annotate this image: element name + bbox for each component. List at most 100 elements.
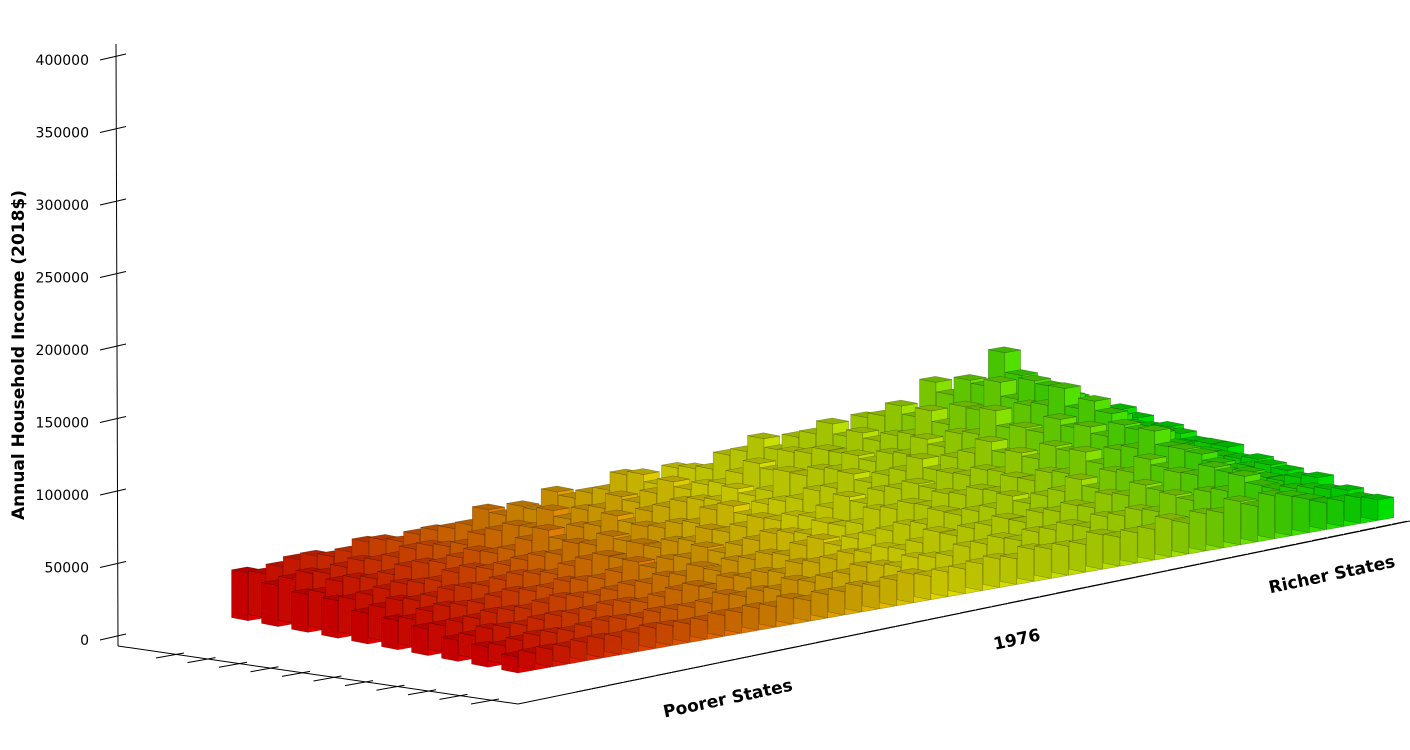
bar-side (1000, 555, 1018, 585)
bar-top (1133, 453, 1167, 460)
bar-top (1039, 440, 1072, 447)
bar-top (1254, 458, 1287, 466)
bar-side (724, 609, 742, 634)
state-tick (623, 678, 640, 683)
bar-top (1078, 395, 1111, 402)
bar-side (845, 582, 863, 613)
bar-top (605, 490, 638, 497)
bar-side (471, 643, 489, 668)
state-tick (991, 602, 1008, 607)
bar-side (1189, 510, 1207, 552)
bar-top (1198, 461, 1231, 468)
bar-side (441, 636, 459, 662)
bar-top (1159, 489, 1192, 496)
bar-top (885, 399, 918, 407)
x-axis-label-middle: 1976 (992, 625, 1042, 654)
bar-top (657, 475, 690, 483)
bar-side (1137, 526, 1155, 561)
y-tick (99, 198, 127, 206)
bar-side (1361, 496, 1379, 521)
bar-top (975, 435, 1008, 443)
state-tick (1135, 573, 1152, 578)
bar-side (1103, 533, 1121, 567)
state-tick (911, 619, 928, 624)
y-tick (99, 271, 127, 278)
bar-side (1051, 542, 1069, 576)
state-tick (1039, 593, 1056, 598)
y-tick (99, 488, 127, 496)
bar-side (321, 597, 339, 639)
bar-top (1331, 484, 1364, 491)
bar-side (1292, 495, 1310, 534)
state-tick (767, 649, 784, 654)
bar-side (570, 639, 588, 662)
bar-top (596, 530, 630, 537)
bar-top (686, 560, 720, 568)
bar-side (261, 582, 279, 627)
bar-top (622, 555, 655, 563)
bar-top (743, 457, 776, 464)
state-tick (1359, 527, 1376, 532)
bar-top (1168, 443, 1201, 450)
y-tick (99, 416, 127, 423)
depth-tick (218, 661, 248, 668)
bar-top (919, 376, 952, 383)
bar-side (776, 595, 794, 625)
state-tick (895, 622, 912, 627)
depth-tick (470, 698, 500, 705)
y-tick (99, 53, 127, 61)
bar-top (1043, 413, 1077, 420)
bar-side (535, 646, 553, 668)
state-tick (719, 658, 736, 663)
bar-top (841, 449, 875, 456)
bar-top (1005, 446, 1038, 454)
depth-tick (407, 689, 437, 696)
bar-top (601, 509, 634, 517)
bar-top (1202, 457, 1236, 464)
state-tick (1167, 566, 1184, 571)
bar-side (879, 576, 897, 607)
bar-side (1017, 546, 1035, 582)
bar-top (833, 490, 866, 498)
state-tick (863, 629, 880, 634)
y-tick-label: 50000 (44, 561, 89, 577)
bar-side (931, 568, 949, 598)
bar-top (811, 444, 845, 451)
bar-side (810, 591, 828, 619)
bar-side (1344, 494, 1362, 524)
bar-top (1108, 418, 1141, 426)
state-tick (1151, 570, 1168, 575)
depth-tick (439, 693, 468, 700)
bar-top (923, 526, 956, 533)
state-tick (1071, 586, 1088, 591)
state-tick (1327, 533, 1344, 538)
state-tick (831, 635, 848, 640)
y-tick (99, 633, 127, 641)
bar-side (896, 570, 914, 604)
bar-top (1138, 424, 1171, 432)
bar-top (1241, 453, 1274, 460)
bar-top (979, 404, 1012, 412)
state-tick (751, 652, 768, 657)
bar-side (621, 629, 639, 652)
bar-top (996, 489, 1029, 497)
bar-top (1018, 374, 1051, 382)
state-tick (575, 688, 592, 693)
bar-top (1009, 421, 1042, 429)
bar-top (1292, 493, 1326, 500)
state-tick (1231, 553, 1248, 558)
bar-top (691, 541, 724, 548)
depth-tick (313, 675, 342, 682)
state-tick (1007, 599, 1024, 604)
bar-top (983, 376, 1017, 383)
bar-top (627, 468, 660, 475)
bar-side (1034, 545, 1052, 579)
bar-top (910, 433, 944, 440)
bar-side (656, 622, 674, 646)
bar-top (626, 537, 660, 545)
x-axis-label-start: Poorer States (661, 676, 794, 723)
bar-top (807, 533, 840, 540)
bar-top (506, 500, 540, 507)
bar-side (1120, 529, 1138, 564)
